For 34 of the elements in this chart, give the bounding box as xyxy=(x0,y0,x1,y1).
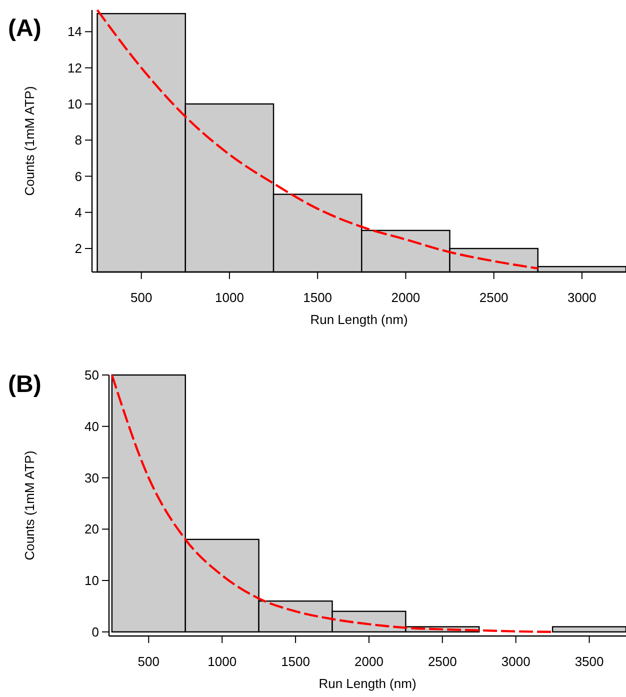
x-tick-label: 2500 xyxy=(479,290,508,305)
y-tick-label: 30 xyxy=(84,470,99,486)
line-series xyxy=(110,374,554,633)
x-tick-label: 1500 xyxy=(281,654,310,669)
chart-title: (B) xyxy=(8,371,42,398)
x-tick-label: 1000 xyxy=(208,654,237,669)
x-tick-label: 2000 xyxy=(354,654,384,669)
y-tick-label: 50 xyxy=(84,368,99,383)
y-tick-label: 6 xyxy=(74,168,82,184)
chart-title: (A) xyxy=(8,15,42,42)
y-tick-label: 14 xyxy=(68,24,82,40)
x-tick-label: 500 xyxy=(138,654,160,669)
y-tick-label: 10 xyxy=(84,573,99,588)
x-tick-label: 3000 xyxy=(501,654,530,669)
x-tick-label: 3000 xyxy=(567,290,596,305)
x-tick-label: 1500 xyxy=(303,290,332,305)
x-tick-label: 2500 xyxy=(428,654,457,669)
y-tick-label: 40 xyxy=(84,418,99,434)
y-tick-label: 8 xyxy=(74,132,82,148)
x-tick-label: 2000 xyxy=(391,290,420,305)
y-tick-label: 10 xyxy=(68,96,82,112)
x-axis-title: Run Length (nm) xyxy=(318,676,416,691)
y-tick-label: 20 xyxy=(84,522,99,537)
x-tick-label: 500 xyxy=(130,290,152,305)
line-series xyxy=(96,8,539,270)
x-tick-label: 3500 xyxy=(574,654,604,669)
y-tick-label: 2 xyxy=(74,241,82,256)
y-tick-label: 4 xyxy=(74,204,82,220)
y-tick-label: 0 xyxy=(92,624,99,640)
y-axis-title: Counts (1mM ATP) xyxy=(22,86,37,196)
y-tick-label: 12 xyxy=(68,60,82,76)
y-axis-title: Counts (1mM ATP) xyxy=(22,450,37,560)
x-tick-label: 1000 xyxy=(215,290,244,305)
x-axis-title: Run Length (nm) xyxy=(310,312,408,327)
